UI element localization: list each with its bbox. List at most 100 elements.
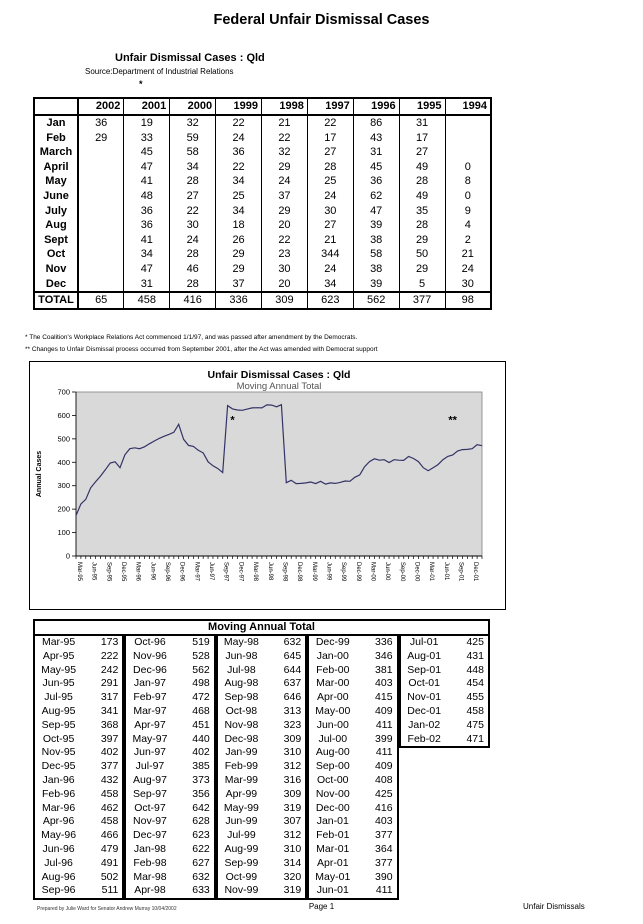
mat-month-cell: Oct-98: [225, 704, 258, 717]
mat-row: May-01 390: [309, 871, 396, 885]
month-value-cell: 38: [352, 232, 400, 248]
mat-value-cell: 502: [100, 870, 119, 883]
month-value-cell: 344: [306, 247, 354, 262]
mat-month-cell: Feb-99: [224, 760, 259, 773]
month-value-cell: 0: [444, 159, 491, 175]
mat-row: Jul-95 317: [35, 691, 122, 705]
month-row: March 45 58 36 32 27 31 27: [34, 145, 491, 160]
mat-month-cell: Aug-00: [315, 746, 350, 759]
mat-value-cell: 498: [192, 677, 210, 690]
month-row: Jan 36 19 32 22 21 22 86 31: [34, 115, 491, 131]
month-value-cell: 30: [444, 276, 491, 293]
mat-month-cell: Apr-99: [225, 787, 258, 800]
mat-month-cell: Feb-01: [316, 829, 350, 842]
mat-row: Jan-01 403: [309, 815, 396, 829]
mat-month-cell: Jul-96: [44, 856, 73, 869]
mat-month-cell: Jul-98: [227, 663, 256, 676]
mat-month-cell: Jul-01: [409, 636, 439, 648]
mat-month-cell: Mar-98: [133, 870, 167, 883]
mat-month-cell: Jun-97: [133, 746, 167, 759]
mat-row: Jan-99 310: [218, 746, 305, 760]
x-tick-label: Mar-98: [252, 562, 258, 582]
mat-value-cell: 458: [100, 787, 119, 800]
mat-month-cell: Jun-96: [42, 842, 75, 855]
mat-month-cell: Aug-01: [407, 649, 442, 662]
footer-page-number: Page 1: [308, 902, 335, 911]
mat-row: Jul-96 491: [35, 857, 122, 871]
month-value-cell: 0: [444, 188, 491, 204]
mat-month-cell: Aug-97: [133, 773, 167, 786]
mat-value-cell: 346: [375, 649, 393, 662]
mat-month-cell: Mar-01: [316, 842, 350, 855]
mat-month-cell: Oct-00: [317, 773, 349, 786]
mat-month-cell: May-99: [223, 801, 259, 814]
mat-column: Dec-99 336 Jan-00 346 Feb-00 381 Mar-00 403 Apr-…: [307, 636, 399, 901]
x-tick-label: Sep-95: [105, 562, 111, 582]
y-axis-label: Annual Cases: [36, 451, 43, 497]
mat-value-cell: 402: [192, 746, 210, 759]
mat-row: May-97 440: [126, 733, 213, 747]
month-label: Dec: [34, 276, 79, 293]
mat-month-cell: Feb-02: [407, 732, 441, 745]
total-value-cell: 623: [306, 291, 354, 310]
mat-month-cell: Oct-96: [134, 636, 166, 648]
mat-month-cell: May-97: [132, 732, 168, 745]
mat-value-cell: 472: [192, 691, 210, 704]
mat-row: May-95 242: [35, 664, 122, 678]
mat-month-cell: Aug-95: [41, 704, 76, 717]
x-tick-label: Dec-01: [472, 562, 478, 582]
month-value-cell: [77, 261, 124, 277]
year-header: 1995: [398, 98, 445, 116]
mat-month-cell: Jan-96: [42, 773, 75, 786]
mat-month-cell: Dec-97: [133, 829, 167, 842]
mat-value-cell: 319: [283, 801, 302, 814]
mat-month-cell: Jul-95: [44, 691, 73, 704]
mat-value-cell: 310: [283, 842, 302, 855]
mat-value-cell: 628: [192, 815, 210, 828]
month-value-cell: 37: [215, 276, 262, 293]
mat-row: Dec-01 458: [401, 705, 488, 719]
mat-row: Dec-00 416: [309, 802, 396, 816]
mat-month-cell: Jun-01: [316, 884, 349, 897]
mat-value-cell: 431: [466, 649, 484, 662]
x-tick-label: Dec-98: [296, 562, 302, 582]
x-tick-label: Sep-96: [164, 562, 170, 582]
x-tick-label: Dec-96: [179, 562, 185, 582]
month-value-cell: 35: [398, 203, 445, 219]
mat-value-cell: 633: [192, 884, 210, 897]
mat-value-cell: 341: [100, 704, 119, 717]
mat-value-cell: 336: [375, 636, 393, 648]
mat-row: Jun-97 402: [126, 746, 213, 760]
month-value-cell: 36: [215, 145, 262, 160]
mat-row: Feb-02 471: [401, 733, 488, 747]
x-tick-label: Jun-99: [325, 562, 331, 581]
mat-value-cell: 403: [375, 677, 393, 690]
mat-row: Aug-01 431: [401, 650, 488, 664]
y-tick-label: 700: [57, 388, 70, 397]
mat-month-cell: Apr-98: [134, 884, 166, 897]
month-label: July: [34, 203, 79, 219]
x-tick-label: Jun-96: [149, 562, 155, 581]
mat-row: Mar-01 364: [309, 843, 396, 857]
mat-month-cell: Jul-97: [135, 760, 165, 773]
footnote-2: ** Changes to Unfair Dismissal process o…: [25, 346, 378, 353]
monthly-table-title: Unfair Dismissal Cases : Qld: [115, 52, 265, 64]
month-value-cell: 38: [352, 261, 400, 277]
mat-value-cell: 448: [466, 663, 484, 676]
mat-month-cell: Mar-99: [224, 773, 259, 786]
month-value-cell: 24: [215, 130, 262, 146]
month-value-cell: 20: [261, 218, 308, 233]
mat-month-cell: Dec-00: [315, 801, 350, 814]
month-value-cell: 49: [398, 188, 445, 204]
mat-month-cell: Feb-97: [133, 691, 167, 704]
mat-row: May-00 409: [309, 705, 396, 719]
mat-month-cell: Sep-99: [224, 856, 259, 869]
month-value-cell: 34: [215, 203, 262, 219]
x-tick-label: Sep-00: [399, 562, 405, 582]
month-label: April: [34, 159, 79, 175]
mat-value-cell: 425: [375, 787, 393, 800]
month-value-cell: 43: [352, 130, 400, 146]
mat-month-cell: Sep-01: [407, 663, 442, 676]
total-value-cell: 65: [77, 291, 124, 310]
chart-annotation: **: [448, 415, 457, 427]
